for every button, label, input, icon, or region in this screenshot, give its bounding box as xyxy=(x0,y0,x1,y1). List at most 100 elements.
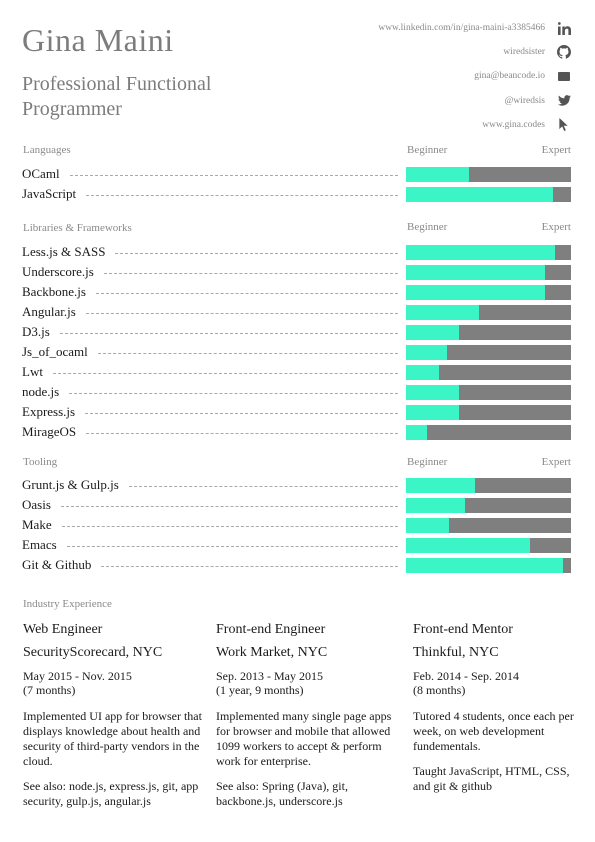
skill-bar-fill xyxy=(406,284,545,300)
section-title-experience: Industry Experience xyxy=(23,598,112,610)
section-title-languages: Languages xyxy=(23,144,71,156)
skill-name: Grunt.js & Gulp.js xyxy=(22,477,119,492)
skill-bar xyxy=(406,344,571,360)
skill-row: Emacs xyxy=(22,535,571,555)
contact-website-text[interactable]: www.gina.codes xyxy=(482,119,545,130)
scale-expert-label: Expert xyxy=(541,456,571,468)
skill-name: Angular.js xyxy=(22,304,76,319)
skill-bar xyxy=(406,404,571,420)
skill-bar xyxy=(406,324,571,340)
skill-row: Git & Github xyxy=(22,555,571,575)
skill-name: D3.js xyxy=(22,324,50,339)
skill-name: Express.js xyxy=(22,404,76,419)
skill-row: Grunt.js & Gulp.js xyxy=(22,475,571,495)
job-see-also: See also: node.js, express.js, git, app … xyxy=(23,779,199,808)
skill-bar-fill xyxy=(406,244,555,260)
skill-name: Emacs xyxy=(22,537,57,552)
leader-dots xyxy=(85,313,398,314)
skill-bar-fill xyxy=(406,477,476,493)
skill-bar xyxy=(406,497,571,513)
skill-bar xyxy=(406,264,571,280)
contact-linkedin[interactable]: www.linkedin.com/in/gina-maini-a3385466 xyxy=(243,16,573,40)
leader-dots xyxy=(85,413,398,414)
scale-beginner-label: Beginner xyxy=(407,144,448,156)
skill-bar xyxy=(406,557,571,573)
skill-row: MirageOS xyxy=(22,422,571,442)
skill-row: Angular.js xyxy=(22,302,571,322)
skill-row: Oasis xyxy=(22,495,571,515)
scale-labels: Beginner Expert xyxy=(407,144,571,156)
leader-dots xyxy=(97,353,398,354)
skill-name: Git & Github xyxy=(22,557,92,572)
skill-bar xyxy=(406,384,571,400)
resume-name: Gina Maini xyxy=(22,22,174,58)
skill-bar-fill xyxy=(406,304,479,320)
contact-linkedin-text[interactable]: www.linkedin.com/in/gina-maini-a3385466 xyxy=(378,23,545,34)
contact-email-text[interactable]: gina@beancode.io xyxy=(474,71,545,82)
skill-row: JavaScript xyxy=(22,184,571,204)
job-role: Front-end Engineer xyxy=(216,622,326,637)
job-company: SecurityScorecard, NYC xyxy=(23,645,163,660)
contact-website[interactable]: www.gina.codes xyxy=(243,113,573,137)
contact-list: www.linkedin.com/in/gina-maini-a3385466 … xyxy=(243,16,573,137)
skill-row: node.js xyxy=(22,382,571,402)
job-dates: Feb. 2014 - Sep. 2014 xyxy=(413,669,519,683)
skill-bar xyxy=(406,537,571,553)
leader-dots xyxy=(86,433,398,434)
skill-bar xyxy=(406,304,571,320)
contact-github[interactable]: wiredsister xyxy=(243,40,573,64)
leader-dots xyxy=(103,273,398,274)
skill-row: Lwt xyxy=(22,362,571,382)
job-entry: Front-end Engineer Work Market, NYC Sep.… xyxy=(216,620,401,809)
skill-row: Underscore.js xyxy=(22,262,571,282)
contact-email[interactable]: gina@beancode.io xyxy=(243,64,573,88)
skill-name: Less.js & SASS xyxy=(22,244,106,259)
skill-row: Less.js & SASS xyxy=(22,242,571,262)
scale-beginner-label: Beginner xyxy=(407,221,448,233)
skill-bar-fill xyxy=(406,264,545,280)
section-title-tooling: Tooling xyxy=(23,456,58,468)
contact-twitter-text[interactable]: @wiredsis xyxy=(504,95,545,106)
job-role: Front-end Mentor xyxy=(413,622,513,637)
job-dates: May 2015 - Nov. 2015 xyxy=(23,669,132,683)
skill-name: Oasis xyxy=(22,497,51,512)
leader-dots xyxy=(52,373,398,374)
skill-bar-fill xyxy=(406,517,449,533)
skill-bar-fill xyxy=(406,384,459,400)
skill-bar xyxy=(406,364,571,380)
skill-name: Underscore.js xyxy=(22,264,94,279)
envelope-icon xyxy=(555,69,573,83)
skill-bar xyxy=(406,244,571,260)
skill-bar-fill xyxy=(406,537,530,553)
skill-name: node.js xyxy=(22,384,60,399)
scale-labels: Beginner Expert xyxy=(407,456,571,468)
job-dates: Sep. 2013 - May 2015 xyxy=(216,669,323,683)
contact-twitter[interactable]: @wiredsis xyxy=(243,89,573,113)
skill-bar-fill xyxy=(406,344,448,360)
skill-bar xyxy=(406,424,571,440)
job-see-also: Taught JavaScript, HTML, CSS, and git & … xyxy=(413,764,570,793)
skill-name: MirageOS xyxy=(22,424,77,439)
leader-dots xyxy=(59,333,398,334)
job-entry: Front-end Mentor Thinkful, NYC Feb. 2014… xyxy=(413,620,578,794)
leader-dots xyxy=(69,393,398,394)
skill-row: Express.js xyxy=(22,402,571,422)
contact-github-text[interactable]: wiredsister xyxy=(503,47,545,58)
section-title-libraries: Libraries & Frameworks xyxy=(23,222,132,234)
skill-bar xyxy=(406,166,571,182)
job-entry: Web Engineer SecurityScorecard, NYC May … xyxy=(23,620,203,809)
job-description: Implemented UI app for browser that disp… xyxy=(23,709,202,768)
job-company: Thinkful, NYC xyxy=(413,645,499,660)
scale-expert-label: Expert xyxy=(541,221,571,233)
skill-row: OCaml xyxy=(22,164,571,184)
skill-bar-fill xyxy=(406,324,459,340)
skill-row: D3.js xyxy=(22,322,571,342)
leader-dots xyxy=(61,526,398,527)
scale-labels: Beginner Expert xyxy=(407,221,571,233)
leader-dots xyxy=(128,486,398,487)
job-duration: (8 months) xyxy=(413,683,466,697)
skill-bar-fill xyxy=(406,186,553,202)
twitter-icon xyxy=(555,94,573,108)
job-role: Web Engineer xyxy=(23,622,103,637)
leader-dots xyxy=(69,175,398,176)
